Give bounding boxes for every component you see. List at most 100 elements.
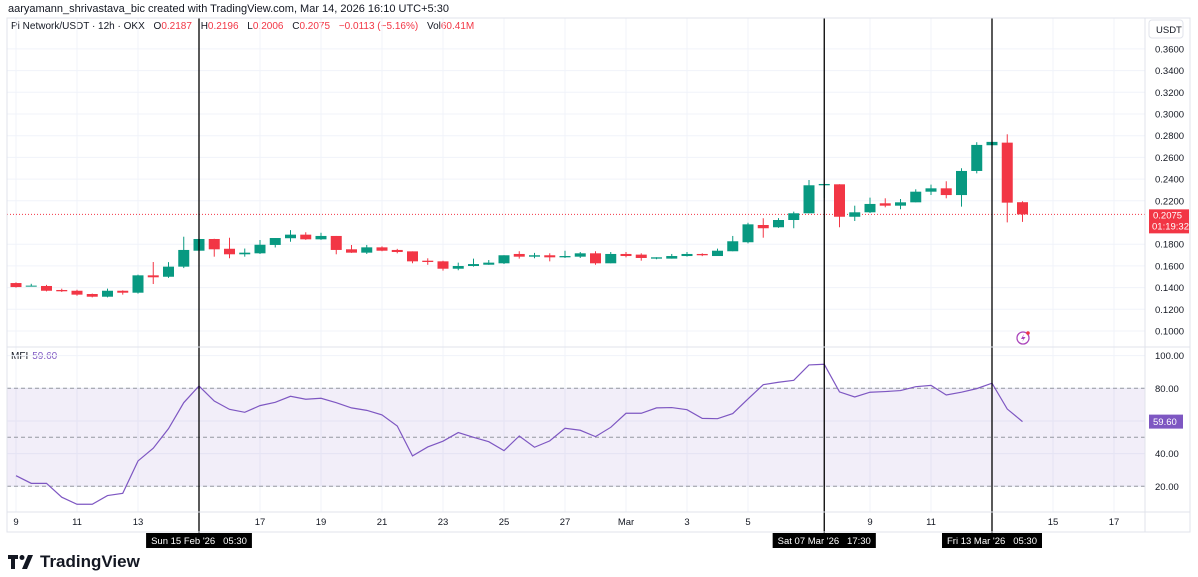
- candle: [269, 238, 281, 248]
- candle-body: [803, 185, 815, 214]
- candle-body: [361, 247, 373, 253]
- candle-body: [10, 283, 22, 288]
- candle-body: [529, 255, 540, 257]
- candle: [757, 218, 769, 238]
- candle: [651, 257, 662, 260]
- candle: [849, 205, 861, 221]
- lightning-alert-icon[interactable]: [1016, 331, 1030, 345]
- price-tick: 0.3200: [1155, 88, 1184, 99]
- candle: [544, 253, 556, 262]
- candle: [208, 238, 220, 257]
- candle: [956, 168, 967, 207]
- time-tick: 9: [867, 517, 872, 528]
- marker-date-tag: [942, 533, 1042, 548]
- mfi-label: MFI: [11, 351, 29, 362]
- candle: [437, 260, 449, 271]
- candle: [391, 248, 403, 254]
- candle-body: [163, 266, 174, 277]
- candle: [712, 248, 723, 257]
- candle-body: [300, 234, 312, 240]
- candle: [971, 142, 983, 174]
- candle-body: [849, 212, 861, 217]
- time-tick: 11: [926, 517, 936, 528]
- candle-body: [102, 290, 113, 297]
- candle: [605, 252, 617, 264]
- candle-body: [590, 253, 601, 264]
- candle-body: [391, 249, 403, 253]
- candle-body: [620, 253, 632, 257]
- candle: [696, 253, 708, 257]
- candle-body: [834, 184, 845, 217]
- close-value: 0.2075: [299, 21, 331, 32]
- time-tick: 9: [13, 517, 18, 528]
- candle: [574, 252, 586, 258]
- time-tick: 5: [745, 517, 750, 528]
- candle-body: [864, 203, 876, 213]
- candle: [773, 218, 784, 228]
- candle-body: [376, 247, 388, 251]
- candle-body: [773, 220, 784, 228]
- candle-body: [86, 294, 98, 297]
- candle: [483, 260, 495, 265]
- candle-body: [132, 275, 144, 293]
- candle: [513, 251, 525, 259]
- candle: [727, 235, 739, 252]
- time-tick: 25: [499, 517, 510, 528]
- candle: [590, 251, 601, 265]
- candle-body: [574, 253, 586, 257]
- time-tick: 19: [316, 517, 327, 528]
- time-axis-ticks[interactable]: 9 11 13 17 19 21 23 25 27 Mar 3 5 9 11 15 17: [13, 517, 1119, 528]
- candle-body: [971, 144, 983, 171]
- candle: [41, 284, 52, 292]
- candle-body: [41, 285, 52, 291]
- candle-body: [651, 257, 662, 259]
- mfi-legend[interactable]: MFI 59.60: [11, 351, 57, 362]
- candle: [529, 252, 540, 259]
- candle-body: [712, 250, 723, 257]
- candle: [925, 184, 937, 196]
- candle: [361, 244, 373, 254]
- candle-body: [468, 264, 479, 267]
- candle-body: [742, 224, 754, 243]
- tradingview-logo-icon: [8, 555, 33, 569]
- candle: [117, 290, 129, 295]
- candle: [163, 262, 174, 278]
- candle: [407, 251, 418, 264]
- marker-date-tag: [146, 533, 252, 548]
- candle: [330, 235, 342, 255]
- price-axis-ticks[interactable]: 0.3600 0.3400 0.3200 0.3000 0.2800 0.2600 0.24…: [1155, 44, 1184, 337]
- price-tick: 0.1800: [1155, 240, 1184, 251]
- price-tick: 0.3600: [1155, 44, 1184, 55]
- candle-body: [666, 256, 678, 259]
- high-value: 0.2196: [207, 21, 239, 32]
- candle: [86, 293, 98, 298]
- candle-series: [10, 116, 1028, 298]
- currency-button[interactable]: [1148, 19, 1184, 39]
- marker-date-label: Sat 07 Mar '26 17:30: [778, 536, 871, 547]
- mfi-value: 59.60: [32, 351, 58, 362]
- time-tick: 17: [1109, 517, 1120, 528]
- mfi-line: [15, 363, 1023, 505]
- candle-body: [513, 253, 525, 257]
- candle: [742, 222, 754, 244]
- candle-body: [437, 261, 449, 269]
- candle: [803, 179, 815, 214]
- candle: [940, 181, 952, 199]
- chart-border: [6, 17, 1191, 533]
- time-tick: 21: [377, 517, 388, 528]
- time-tick: 11: [72, 517, 82, 528]
- tradingview-logo[interactable]: TradingView: [8, 552, 140, 572]
- mfi-axis-ticks[interactable]: 100.00 80.00 40.00 20.00: [1155, 351, 1184, 493]
- candle: [895, 198, 906, 210]
- candle-body: [285, 234, 296, 239]
- candle-body: [696, 253, 708, 256]
- candle-body: [452, 266, 464, 269]
- marker-date-labels: Sun 15 Feb '26 05:30 Sat 07 Mar '26 17:30…: [146, 533, 1042, 548]
- time-tick: 3: [684, 517, 689, 528]
- candle: [468, 258, 479, 267]
- candle: [254, 239, 266, 254]
- price-tick: 0.1400: [1155, 283, 1184, 294]
- candle-body: [269, 238, 281, 245]
- symbol-title[interactable]: Pi Network/USDT · 12h · OKX: [11, 21, 145, 32]
